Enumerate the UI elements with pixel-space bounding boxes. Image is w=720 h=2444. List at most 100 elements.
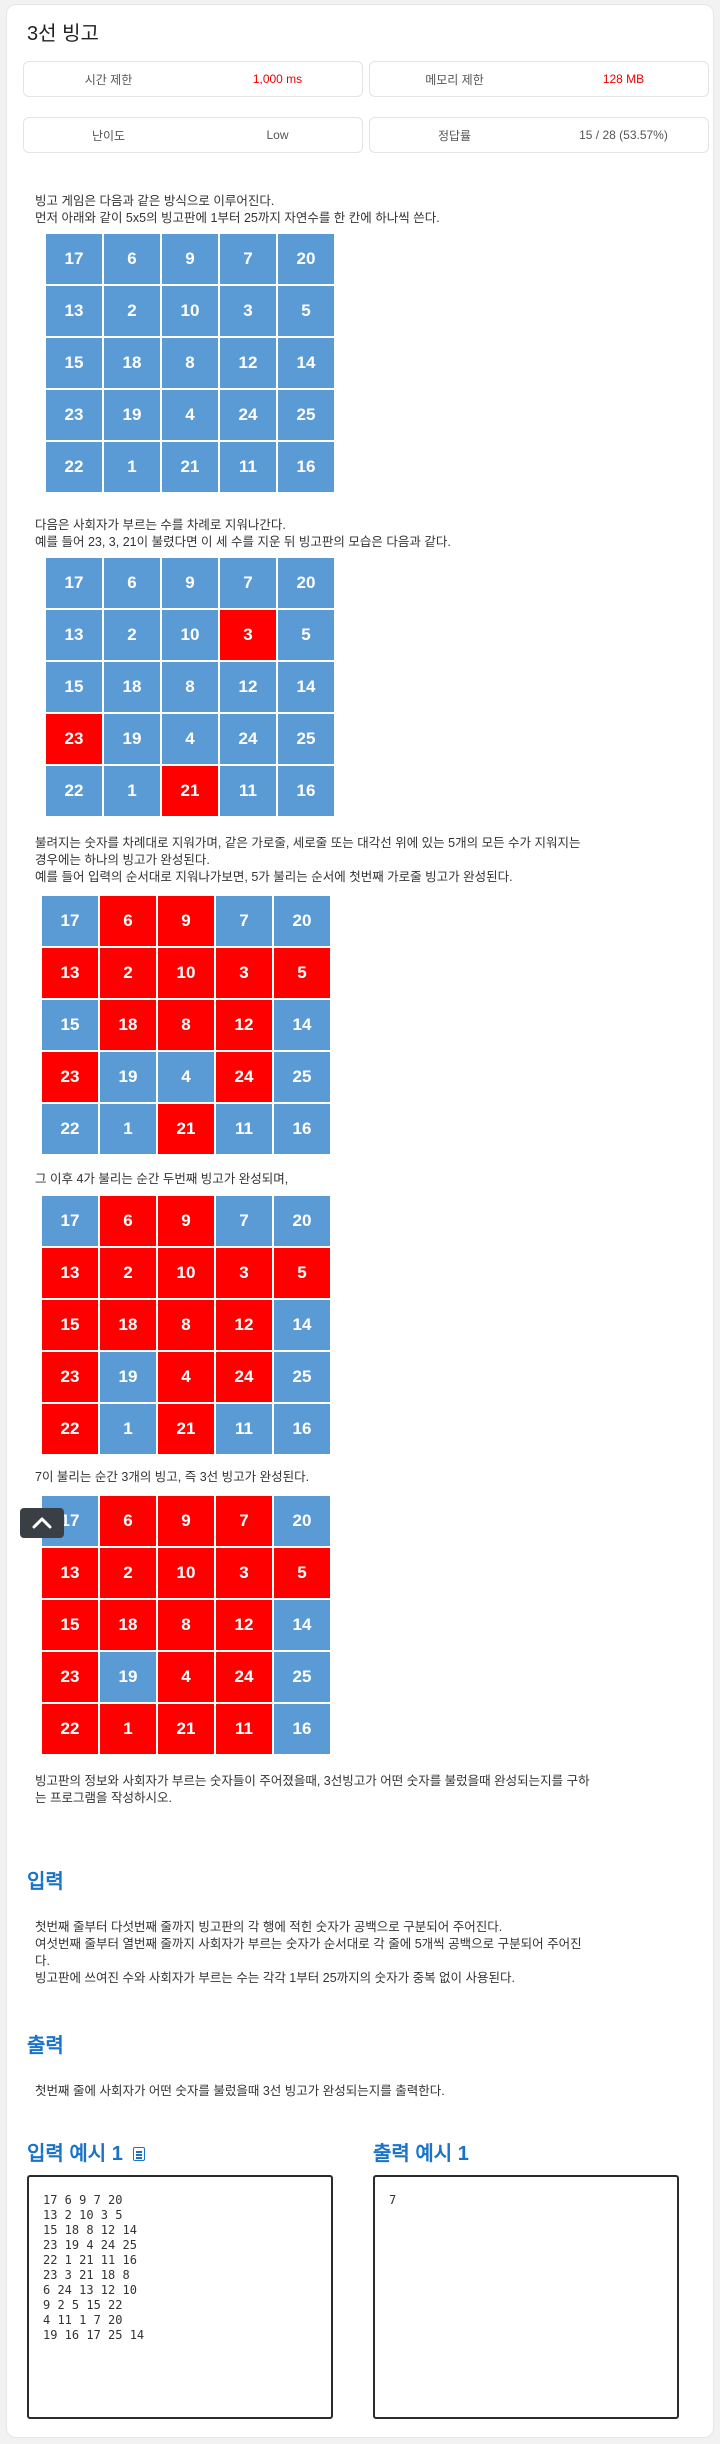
bingo-cell: 18 [103,661,161,713]
bingo-cell: 24 [219,389,277,441]
bingo-cell: 23 [45,389,103,441]
bingo-cell: 5 [277,609,335,661]
bingo-cell: 16 [277,765,335,817]
bingo-cell: 23 [41,1351,99,1403]
description-paragraph-1: 빙고 게임은 다음과 같은 방식으로 이루어진다. 먼저 아래와 같이 5x5의… [35,194,440,225]
description-paragraph-4: 그 이후 4가 불리는 순간 두번째 빙고가 완성되며, [35,1172,289,1186]
bingo-cell: 9 [157,895,215,947]
bingo-cell: 17 [41,895,99,947]
time-limit-label: 시간 제한 [84,72,133,87]
difficulty-value: Low [266,128,289,142]
bingo-cell: 25 [273,1051,331,1103]
bingo-cell: 10 [157,1547,215,1599]
description-paragraph-6: 빙고판의 정보와 사회자가 부르는 숫자들이 주어졌을때, 3선빙고가 어떤 숫… [35,1774,590,1805]
bingo-cell: 1 [103,765,161,817]
output-description: 첫번째 줄에 사회자가 어떤 숫자를 불렀을때 3선 빙고가 완성되는지를 출력… [35,2084,445,2098]
bingo-cell: 21 [157,1403,215,1455]
scroll-to-top-button[interactable] [20,1508,64,1538]
bingo-cell: 7 [215,1195,273,1247]
bingo-cell: 22 [41,1703,99,1755]
bingo-cell: 10 [157,947,215,999]
bingo-cell: 12 [215,1599,273,1651]
bingo-cell: 16 [277,441,335,493]
bingo-cell: 19 [103,389,161,441]
bingo-cell: 13 [45,285,103,337]
problem-page: 3선 빙고 시간 제한 1,000 ms 메모리 제한 128 MB 난이도 L… [6,4,714,2438]
bingo-cell: 4 [161,389,219,441]
bingo-cell: 4 [157,1051,215,1103]
bingo-cell: 1 [99,1403,157,1455]
bingo-cell: 12 [215,1299,273,1351]
bingo-cell: 16 [273,1703,331,1755]
bingo-cell: 14 [273,1299,331,1351]
bingo-cell: 24 [219,713,277,765]
bingo-board-1: 17 6 9 7 20 13 2 10 3 5 15 18 8 12 14 23 19 4 24 25 22 1 21 11 1… [45,233,335,493]
bingo-cell: 19 [99,1351,157,1403]
bingo-cell: 3 [219,285,277,337]
bingo-cell: 11 [219,765,277,817]
bingo-cell: 17 [45,557,103,609]
bingo-cell: 20 [273,1195,331,1247]
accept-rate-value: 15 / 28 (53.57%) [579,128,668,142]
bingo-cell: 23 [41,1651,99,1703]
bingo-board-2: 17 6 9 7 20 13 2 10 3 5 15 18 8 12 14 23 19 4 24 25 22 1 21 11 1… [45,557,335,817]
time-limit-box: 시간 제한 1,000 ms [23,61,363,97]
sample-input-box: 17 6 9 7 20 13 2 10 3 5 15 18 8 12 14 23… [27,2175,333,2419]
bingo-cell: 14 [277,661,335,713]
bingo-cell: 19 [103,713,161,765]
bingo-cell: 2 [99,1247,157,1299]
bingo-cell: 6 [99,1195,157,1247]
bingo-cell: 6 [103,233,161,285]
bingo-cell: 25 [277,389,335,441]
bingo-cell: 11 [219,441,277,493]
bingo-cell: 18 [99,999,157,1051]
bingo-cell: 23 [45,713,103,765]
input-heading: 입력 [27,1871,64,1893]
bingo-cell: 3 [219,609,277,661]
bingo-cell: 2 [103,285,161,337]
bingo-cell: 4 [157,1351,215,1403]
difficulty-label: 난이도 [91,128,126,143]
bingo-cell: 13 [41,947,99,999]
bingo-cell: 4 [161,713,219,765]
bingo-cell: 9 [161,557,219,609]
bingo-cell: 9 [157,1195,215,1247]
chevron-up-icon [32,1517,52,1529]
bingo-cell: 23 [41,1051,99,1103]
bingo-cell: 18 [99,1599,157,1651]
bingo-cell: 2 [99,1547,157,1599]
bingo-cell: 22 [41,1103,99,1155]
bingo-cell: 11 [215,1403,273,1455]
bingo-cell: 8 [161,337,219,389]
bingo-cell: 6 [99,895,157,947]
bingo-cell: 16 [273,1403,331,1455]
bingo-cell: 22 [41,1403,99,1455]
bingo-cell: 17 [41,1195,99,1247]
memory-limit-box: 메모리 제한 128 MB [369,61,709,97]
bingo-board-3: 17 6 9 7 20 13 2 10 3 5 15 18 8 12 14 23 19 4 24 25 22 1 21 11 1… [41,895,331,1155]
bingo-cell: 15 [45,661,103,713]
bingo-cell: 1 [99,1703,157,1755]
bingo-cell: 4 [157,1651,215,1703]
bingo-cell: 16 [273,1103,331,1155]
bingo-cell: 10 [157,1247,215,1299]
bingo-cell: 25 [273,1651,331,1703]
bingo-cell: 14 [273,1599,331,1651]
bingo-cell: 7 [215,1495,273,1547]
clipboard-icon[interactable] [132,2147,145,2161]
bingo-cell: 15 [41,1599,99,1651]
bingo-cell: 22 [45,441,103,493]
bingo-cell: 15 [41,1299,99,1351]
bingo-cell: 21 [157,1103,215,1155]
bingo-cell: 9 [161,233,219,285]
bingo-cell: 22 [45,765,103,817]
bingo-cell: 15 [45,337,103,389]
bingo-cell: 15 [41,999,99,1051]
bingo-cell: 3 [215,1247,273,1299]
bingo-cell: 18 [99,1299,157,1351]
bingo-cell: 24 [215,1651,273,1703]
difficulty-box: 난이도 Low [23,117,363,153]
bingo-cell: 7 [219,233,277,285]
time-limit-value: 1,000 ms [252,72,303,86]
bingo-board-5: 17 6 9 7 20 13 2 10 3 5 15 18 8 12 14 23 19 4 24 25 22 1 21 11 1… [41,1495,331,1755]
